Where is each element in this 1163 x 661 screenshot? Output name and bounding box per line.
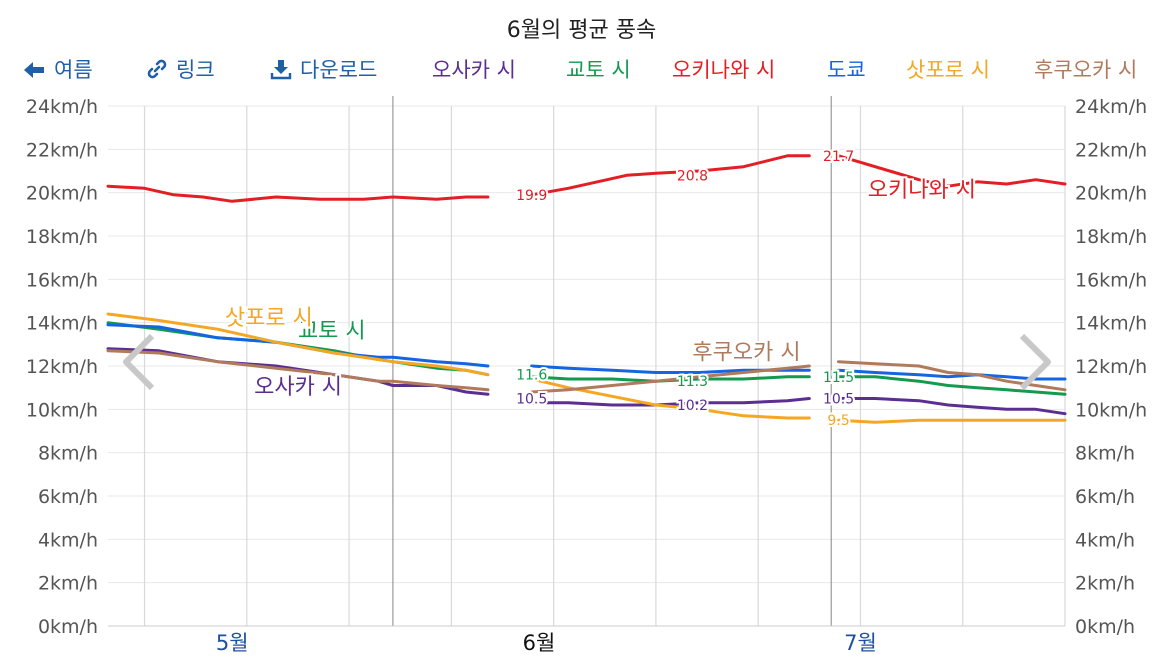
y-tick-label-right: 16km/h bbox=[1075, 269, 1147, 291]
y-tick-label-left: 14km/h bbox=[26, 313, 98, 335]
series-name-label: 후쿠오카 시 bbox=[692, 341, 800, 366]
data-label: 11.6 bbox=[516, 368, 547, 384]
data-label: 11.5 bbox=[823, 370, 854, 386]
y-tick-label-left: 2km/h bbox=[38, 573, 98, 595]
x-month-label: 5월 bbox=[216, 631, 249, 655]
y-tick-label-left: 22km/h bbox=[26, 139, 98, 161]
legend-item[interactable]: 오사카 시 bbox=[432, 58, 516, 82]
data-label: 21.7 bbox=[823, 149, 854, 165]
toolbar: 여름 링크 다운로드 오사카 시 교토 시 오키나와 시 도쿄 삿포로 시 후쿠오카 시 bbox=[22, 54, 1152, 88]
y-tick-label-right: 24km/h bbox=[1075, 96, 1147, 118]
prev-arrow-button[interactable] bbox=[118, 332, 158, 396]
back-label: 여름 bbox=[54, 58, 93, 82]
y-tick-label-right: 12km/h bbox=[1075, 356, 1147, 378]
y-tick-label-right: 14km/h bbox=[1075, 313, 1147, 335]
y-tick-label-left: 18km/h bbox=[26, 226, 98, 248]
y-tick-label-right: 6km/h bbox=[1075, 486, 1135, 508]
series-name-label: 오키나와 시 bbox=[868, 178, 976, 203]
legend-item[interactable]: 오키나와 시 bbox=[672, 58, 776, 82]
next-arrow-button[interactable] bbox=[1016, 332, 1056, 396]
y-tick-label-right: 22km/h bbox=[1075, 139, 1147, 161]
chart-title: 6월의 평균 풍속 bbox=[506, 18, 657, 43]
legend-item[interactable]: 삿포로 시 bbox=[906, 58, 990, 82]
series-line bbox=[106, 184, 490, 203]
data-label: 9.5 bbox=[827, 413, 849, 429]
chevron-right-icon bbox=[1019, 333, 1051, 391]
link-button[interactable]: 링크 bbox=[146, 54, 215, 84]
data-label: 19.9 bbox=[516, 188, 547, 204]
y-tick-label-left: 20km/h bbox=[26, 183, 98, 205]
y-tick-label-right: 8km/h bbox=[1075, 443, 1135, 465]
series-name-label: 교토 시 bbox=[298, 319, 366, 344]
series-line bbox=[530, 377, 811, 420]
series-line bbox=[837, 418, 1067, 424]
y-tick-label-right: 20km/h bbox=[1075, 183, 1147, 205]
arrow-left-icon bbox=[24, 62, 44, 78]
y-tick-label-right: 4km/h bbox=[1075, 529, 1135, 551]
link-icon bbox=[147, 59, 167, 79]
data-label: 10.5 bbox=[516, 392, 547, 408]
data-label: 10.5 bbox=[823, 392, 854, 408]
y-tick-label-left: 12km/h bbox=[26, 356, 98, 378]
data-label: 10.2 bbox=[677, 398, 708, 414]
x-month-label: 6월 bbox=[523, 631, 556, 655]
series-line bbox=[530, 397, 811, 407]
series-line bbox=[106, 312, 490, 377]
y-tick-label-right: 2km/h bbox=[1075, 573, 1135, 595]
y-tick-label-left: 10km/h bbox=[26, 399, 98, 421]
x-month-label: 7월 bbox=[844, 631, 877, 655]
download-icon bbox=[270, 60, 292, 80]
series-name-label: 오사카 시 bbox=[254, 375, 342, 400]
download-button[interactable]: 다운로드 bbox=[270, 54, 377, 84]
y-tick-label-left: 8km/h bbox=[38, 443, 98, 465]
y-tick-label-left: 0km/h bbox=[38, 616, 98, 638]
y-tick-label-left: 4km/h bbox=[38, 529, 98, 551]
download-label: 다운로드 bbox=[300, 58, 378, 82]
series-line bbox=[837, 360, 1067, 392]
y-tick-label-left: 6km/h bbox=[38, 486, 98, 508]
back-button[interactable]: 여름 bbox=[22, 54, 93, 84]
y-tick-label-left: 16km/h bbox=[26, 269, 98, 291]
series-name-label: 삿포로 시 bbox=[225, 306, 313, 331]
legend-item[interactable]: 교토 시 bbox=[566, 58, 631, 82]
chevron-left-icon bbox=[123, 333, 155, 391]
data-label: 20.8 bbox=[677, 168, 708, 184]
series-line bbox=[530, 364, 811, 394]
legend-item[interactable]: 도쿄 bbox=[827, 58, 866, 82]
series-line bbox=[837, 154, 1067, 188]
legend-item[interactable]: 후쿠오카 시 bbox=[1034, 58, 1138, 82]
link-label: 링크 bbox=[176, 58, 215, 82]
data-label: 11.3 bbox=[677, 374, 708, 390]
series-line bbox=[106, 349, 490, 392]
series-line bbox=[837, 375, 1067, 396]
y-tick-label-right: 10km/h bbox=[1075, 399, 1147, 421]
y-tick-label-right: 0km/h bbox=[1075, 616, 1135, 638]
series-line bbox=[837, 397, 1067, 416]
y-tick-label-left: 24km/h bbox=[26, 96, 98, 118]
series-line bbox=[530, 154, 811, 197]
y-tick-label-right: 18km/h bbox=[1075, 226, 1147, 248]
